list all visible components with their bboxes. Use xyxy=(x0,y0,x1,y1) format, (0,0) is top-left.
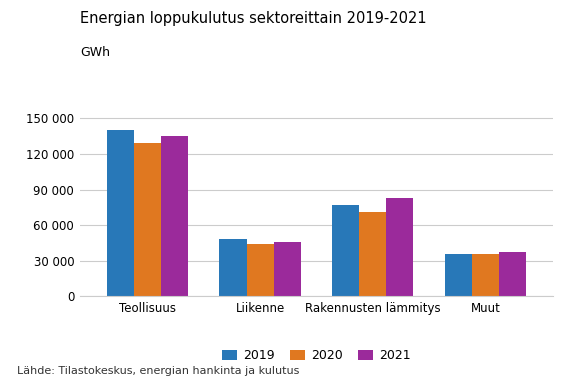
Bar xyxy=(107,130,134,296)
Bar xyxy=(246,244,274,296)
Bar xyxy=(472,254,499,296)
Bar xyxy=(134,143,161,296)
Bar xyxy=(274,242,300,296)
Bar xyxy=(499,252,526,296)
Text: Energian loppukulutus sektoreittain 2019-2021: Energian loppukulutus sektoreittain 2019… xyxy=(80,11,426,26)
Text: GWh: GWh xyxy=(80,46,110,59)
Bar xyxy=(445,254,472,296)
Bar xyxy=(386,198,413,296)
Text: Lähde: Tilastokeskus, energian hankinta ja kulutus: Lähde: Tilastokeskus, energian hankinta … xyxy=(17,366,299,376)
Legend: 2019, 2020, 2021: 2019, 2020, 2021 xyxy=(217,344,416,367)
Bar xyxy=(219,239,246,296)
Bar xyxy=(161,136,188,296)
Bar xyxy=(359,212,386,296)
Bar xyxy=(332,205,359,296)
